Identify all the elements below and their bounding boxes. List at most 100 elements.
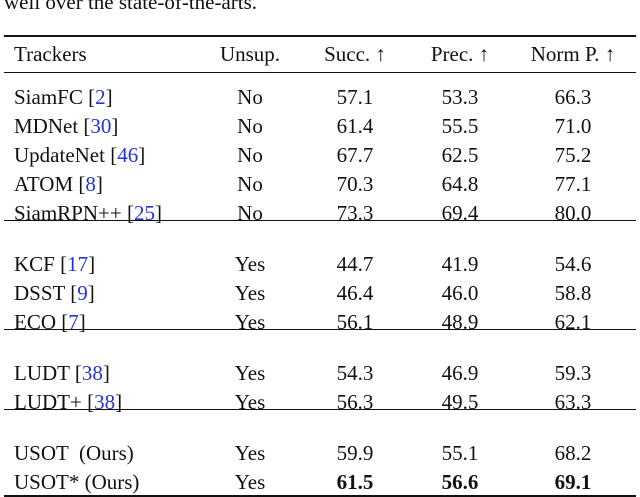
tracker-name: LUDT [ [14, 361, 82, 385]
citation: 9 [77, 281, 88, 305]
table-cell: 46.4 [336, 281, 374, 305]
table-cell: 54.3 [336, 361, 374, 385]
table-cell: 57.1 [336, 85, 374, 109]
table-cell: 62.1 [554, 310, 592, 334]
table-cell: Yes [234, 441, 266, 465]
tracker-name: UpdateNet [ [14, 143, 118, 167]
table-cell: Yes [234, 252, 266, 276]
tracker-name: MDNet [ [14, 114, 91, 138]
tracker-name: ] [88, 252, 96, 276]
table-cell: 67.7 [336, 143, 374, 167]
table-cell: 56.3 [336, 390, 374, 414]
table-cell: 59.9 [336, 441, 374, 465]
table-rule [4, 72, 636, 73]
header-cell: Trackers [14, 42, 87, 66]
table-cell: 59.3 [554, 361, 592, 385]
tracker-cell: UpdateNet [46] [14, 143, 145, 167]
table-rule [4, 329, 636, 330]
header-cell: Norm P. ↑ [530, 42, 616, 66]
table-rule [4, 220, 636, 221]
table-rule [4, 409, 636, 410]
tracker-name: ] [111, 114, 119, 138]
table-cell: No [237, 201, 263, 225]
table-cell: 55.5 [441, 114, 479, 138]
tracker-name: SiamRPN++ [ [14, 201, 134, 225]
table-cell: 48.9 [441, 310, 479, 334]
table-cell: 61.5 [336, 470, 374, 494]
citation: 2 [95, 85, 106, 109]
tracker-name: USOT (Ours) [14, 441, 134, 465]
table-cell: Yes [234, 281, 266, 305]
table-cell: 63.3 [554, 390, 592, 414]
table-rule [4, 35, 636, 37]
table-cell: 70.3 [336, 172, 374, 196]
table-cell: Yes [234, 361, 266, 385]
table-cell: 71.0 [554, 114, 592, 138]
tracker-cell: ECO [7] [14, 310, 86, 334]
table-cell: 77.1 [554, 172, 592, 196]
citation: 38 [94, 390, 116, 414]
table-cell: Yes [234, 390, 266, 414]
tracker-cell: LUDT+ [38] [14, 390, 122, 414]
header-cell: Prec. ↑ [430, 42, 490, 66]
table-cell: No [237, 172, 263, 196]
tracker-name: ] [154, 201, 162, 225]
citation: 17 [67, 252, 89, 276]
tracker-name: ] [102, 361, 110, 385]
table-cell: 80.0 [554, 201, 592, 225]
table-cell: 68.2 [554, 441, 592, 465]
table-cell: No [237, 143, 263, 167]
table-cell: 56.6 [441, 470, 479, 494]
page: well over the state-of-the-arts. (() => … [4, 0, 636, 497]
tracker-name: ] [105, 85, 113, 109]
table-cell: 41.9 [441, 252, 479, 276]
citation: 8 [85, 172, 96, 196]
tracker-name: ] [95, 172, 103, 196]
table-cell: Yes [234, 470, 266, 494]
tracker-cell: ATOM [8] [14, 172, 103, 196]
table-cell: 53.3 [441, 85, 479, 109]
tracker-name: LUDT+ [ [14, 390, 95, 414]
tracker-cell: KCF [17] [14, 252, 95, 276]
tracker-name: ] [138, 143, 146, 167]
table-cell: 69.4 [441, 201, 479, 225]
table-cell: 61.4 [336, 114, 374, 138]
tracker-name: ] [87, 281, 95, 305]
tracker-cell: USOT* (Ours) [14, 470, 139, 494]
citation: 30 [90, 114, 112, 138]
table-cell: 56.1 [336, 310, 374, 334]
tracker-cell: MDNet [30] [14, 114, 118, 138]
table-cell: 44.7 [336, 252, 374, 276]
table-cell: 64.8 [441, 172, 479, 196]
table-cell: No [237, 85, 263, 109]
table-cell: 46.0 [441, 281, 479, 305]
tracker-name: DSST [ [14, 281, 78, 305]
tracker-cell: DSST [9] [14, 281, 95, 305]
citation: 25 [133, 201, 155, 225]
table-cell: 49.5 [441, 390, 479, 414]
tracker-name: ECO [ [14, 310, 69, 334]
tracker-cell: USOT (Ours) [14, 441, 134, 465]
table-cell: 62.5 [441, 143, 479, 167]
header-cell: Succ. ↑ [324, 42, 386, 66]
citation: 46 [117, 143, 139, 167]
table-cell: 46.9 [441, 361, 479, 385]
table-cell: 75.2 [554, 143, 592, 167]
tracker-name: ATOM [ [14, 172, 86, 196]
table-cell: 69.1 [554, 470, 592, 494]
tracker-cell: SiamFC [2] [14, 85, 113, 109]
tracker-name: ] [78, 310, 86, 334]
tracker-cell: SiamRPN++ [25] [14, 201, 162, 225]
tracker-name: ] [115, 390, 123, 414]
tracker-name: SiamFC [ [14, 85, 96, 109]
table-cell: 55.1 [441, 441, 479, 465]
header-cell: Unsup. [219, 42, 281, 66]
citation: 7 [68, 310, 79, 334]
tracker-name: KCF [ [14, 252, 68, 276]
tracker-cell: LUDT [38] [14, 361, 110, 385]
tracker-name: USOT* (Ours) [14, 470, 140, 494]
table-cell: 58.8 [554, 281, 592, 305]
table-cell: 66.3 [554, 85, 592, 109]
citation: 38 [81, 361, 103, 385]
table-cell: 54.6 [554, 252, 592, 276]
